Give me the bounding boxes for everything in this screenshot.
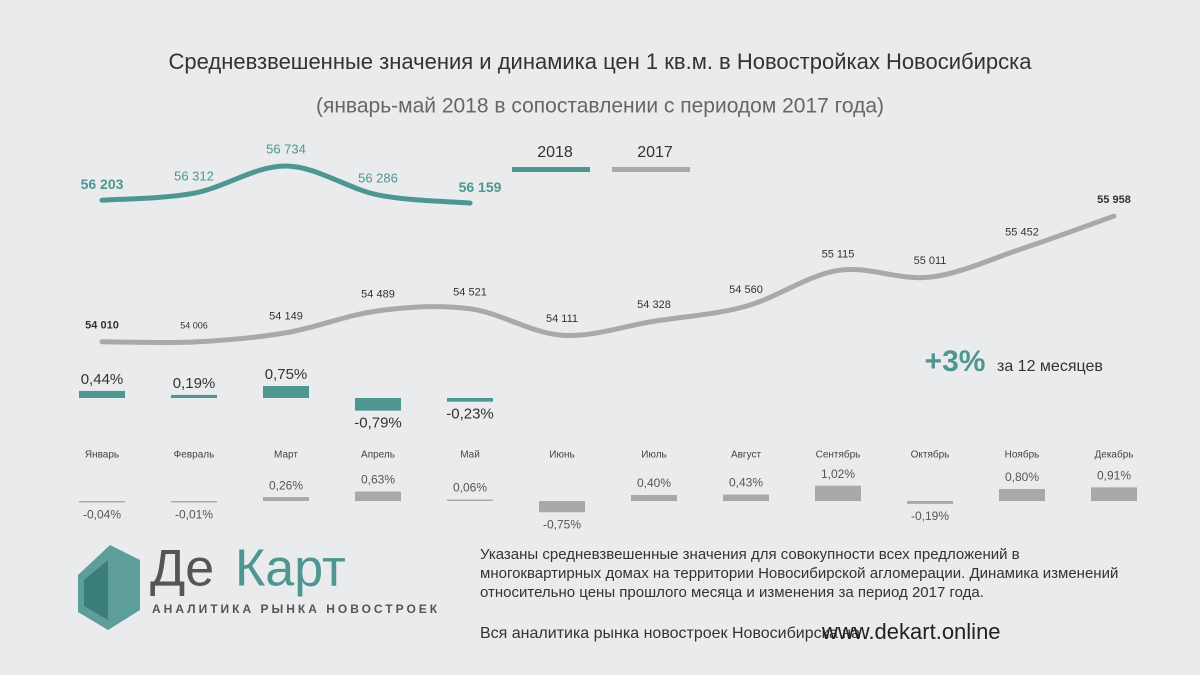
change-label: 0,40%	[637, 476, 671, 490]
legend-swatch	[512, 167, 590, 172]
change-bar	[447, 398, 493, 402]
change-bar	[723, 494, 769, 501]
change-bar	[171, 501, 217, 503]
x-tick-label: Октябрь	[911, 449, 950, 461]
value-label: 55 011	[914, 255, 947, 267]
footnote: Указаны средневзвешенные значения для со…	[480, 546, 1119, 601]
change-bar	[355, 398, 401, 411]
change-label: 0,06%	[453, 481, 487, 495]
x-tick-label: Декабрь	[1095, 449, 1134, 461]
logo-icon	[78, 545, 140, 630]
value-label: 55 958	[1097, 194, 1131, 206]
value-label: 55 115	[822, 248, 855, 260]
x-tick-label: Июль	[641, 450, 667, 461]
legend-label: 2017	[637, 144, 673, 161]
value-label: 56 312	[174, 169, 214, 184]
change-label: 0,75%	[265, 366, 308, 383]
value-label: 54 111	[546, 313, 578, 325]
line	[99, 213, 1117, 346]
change-bar	[815, 485, 861, 501]
x-tick-label: Июнь	[549, 450, 574, 461]
change-bar	[1091, 487, 1137, 501]
x-tick-label: Август	[731, 450, 762, 461]
line	[99, 163, 473, 206]
value-label: 54 010	[85, 320, 119, 332]
change-bar	[79, 501, 125, 503]
change-bar	[355, 491, 401, 501]
x-tick-label: Март	[274, 450, 298, 461]
change-bar	[79, 390, 125, 398]
value-label: 54 560	[729, 284, 763, 296]
link-text: Вся аналитика рынка новостроек Новосибир…	[480, 625, 860, 642]
total-change: +3%	[925, 345, 986, 378]
change-bar	[539, 501, 585, 513]
value-label: 54 521	[453, 287, 487, 299]
x-tick-label: Май	[460, 450, 480, 461]
change-label: -0,04%	[83, 508, 121, 522]
brand-part1: Де	[150, 540, 214, 598]
change-label: 1,02%	[821, 467, 855, 481]
value-label: 56 203	[81, 176, 124, 192]
value-label: 55 452	[1005, 227, 1039, 239]
value-label: 54 006	[180, 320, 208, 330]
legend-label: 2018	[537, 144, 573, 161]
change-label: 0,80%	[1005, 470, 1039, 484]
change-label: 0,63%	[361, 473, 395, 487]
value-label: 54 149	[269, 311, 303, 323]
chart-title: Средневзвешенные значения и динамика цен…	[169, 49, 1033, 74]
change-label: 0,91%	[1097, 469, 1131, 483]
change-label: -0,79%	[354, 415, 402, 432]
x-tick-label: Январь	[85, 450, 119, 461]
x-tick-label: Сентябрь	[816, 449, 861, 461]
x-tick-label: Февраль	[174, 450, 215, 461]
change-bar	[263, 497, 309, 501]
change-bar	[447, 499, 493, 501]
legend-swatch	[612, 167, 690, 172]
change-bar	[907, 501, 953, 504]
value-label: 56 159	[459, 179, 502, 195]
change-label: 0,26%	[269, 478, 303, 492]
value-label: 54 489	[361, 289, 395, 301]
change-bar	[999, 489, 1045, 501]
change-label: -0,01%	[175, 508, 213, 522]
value-label: 56 734	[266, 141, 306, 156]
link[interactable]: www.dekart.online	[821, 619, 1001, 644]
x-tick-label: Ноябрь	[1005, 449, 1040, 461]
change-label: 0,43%	[729, 476, 763, 490]
x-tick-label: Апрель	[361, 450, 395, 461]
change-label: 0,19%	[173, 375, 216, 392]
change-label: -0,19%	[911, 509, 949, 523]
total-change-note: за 12 месяцев	[997, 358, 1103, 375]
change-bar	[171, 394, 217, 398]
brand-part2: Карт	[235, 540, 346, 598]
change-label: -0,23%	[446, 406, 494, 423]
value-label: 56 286	[358, 170, 398, 185]
change-bar	[631, 495, 677, 501]
chart-subtitle: (январь-май 2018 в сопоставлении с перио…	[316, 95, 884, 118]
change-label: -0,75%	[543, 517, 581, 531]
change-bar	[263, 386, 309, 398]
change-label: 0,44%	[81, 371, 124, 388]
brand-tagline: АНАЛИТИКА РЫНКА НОВОСТРОЕК	[152, 602, 440, 616]
value-label: 54 328	[637, 299, 671, 311]
